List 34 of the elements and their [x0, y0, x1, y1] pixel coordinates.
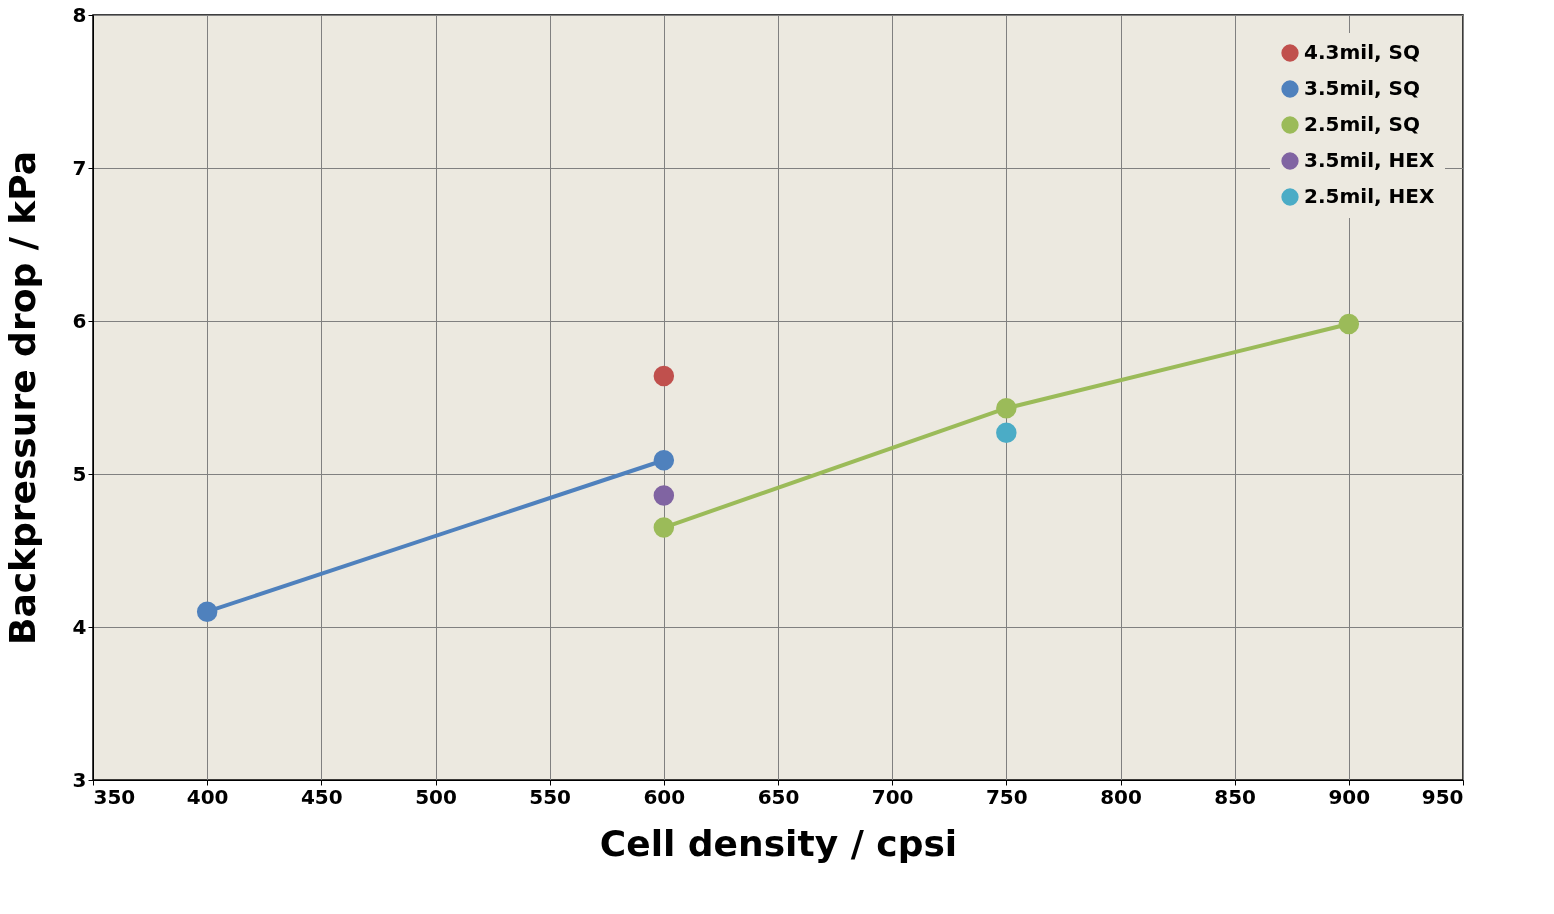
- point: [196, 601, 218, 622]
- x-axis-title: Cell density / cpsi: [599, 822, 958, 864]
- y-tick-label: 8: [72, 2, 87, 27]
- x-tick-label: 400: [186, 784, 229, 809]
- legend-label: 2.5mil, SQ: [1304, 112, 1420, 136]
- x-tick-label: 550: [529, 784, 572, 809]
- y-tick-label: 7: [72, 155, 87, 180]
- x-tick-label: 900: [1328, 784, 1371, 809]
- legend-label: 3.5mil, SQ: [1304, 76, 1420, 100]
- point: [653, 450, 675, 471]
- point: [653, 517, 675, 538]
- point: [1338, 313, 1360, 335]
- point: [996, 422, 1017, 443]
- y-tick-label: 5: [72, 461, 87, 486]
- x-tick-label: 350: [93, 784, 136, 809]
- y-tick-label: 6: [72, 308, 87, 333]
- point: [996, 397, 1017, 419]
- x-tick-label: 450: [300, 784, 343, 809]
- x-tick-label: 850: [1214, 784, 1257, 809]
- y-axis-title: Backpressure drop / kPa: [1, 150, 43, 646]
- x-tick-label: 700: [871, 784, 914, 809]
- point: [653, 485, 675, 506]
- point: [653, 365, 675, 387]
- legend-label: 4.3mil, SQ: [1304, 40, 1420, 64]
- x-tick-label: 800: [1100, 784, 1142, 809]
- legend-label: 3.5mil, HEX: [1304, 148, 1435, 172]
- x-tick-label: 600: [643, 784, 686, 809]
- x-tick-label: 750: [985, 784, 1028, 809]
- x-tick-label: 650: [757, 784, 800, 809]
- y-tick-label: 3: [72, 767, 87, 792]
- x-tick-label: 950: [1421, 784, 1464, 809]
- legend-label: 2.5mil, HEX: [1304, 184, 1435, 208]
- x-tick-label: 500: [415, 784, 457, 809]
- y-tick-label: 4: [72, 614, 87, 639]
